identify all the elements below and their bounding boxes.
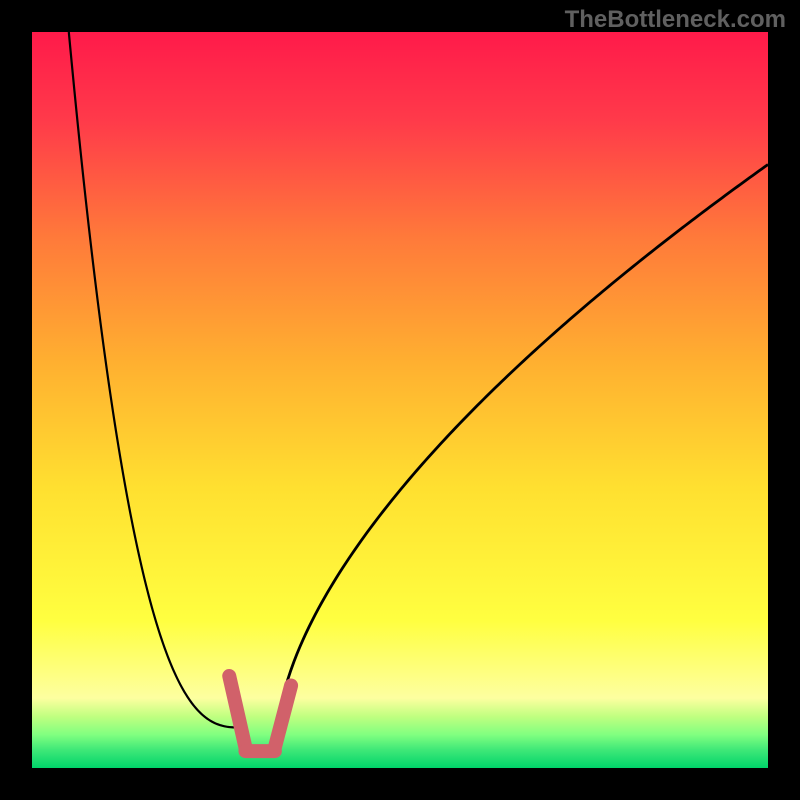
watermark-text: TheBottleneck.com <box>565 6 786 34</box>
chart-frame: TheBottleneck.com <box>0 0 800 800</box>
plot-area <box>32 32 768 768</box>
bottleneck-curve-chart <box>32 32 768 768</box>
gradient-background <box>32 32 768 768</box>
